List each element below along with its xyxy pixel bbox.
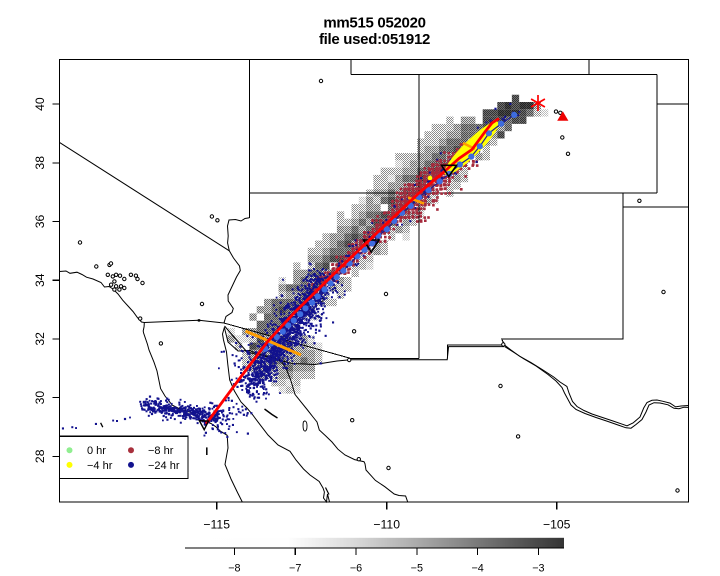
svg-text:−115: −115 [203,517,230,531]
svg-text:36: 36 [33,215,47,229]
svg-text:−8: −8 [228,563,240,575]
svg-text:−24 hr: −24 hr [148,460,180,472]
svg-text:−8 hr: −8 hr [148,445,174,457]
svg-text:−4: −4 [471,563,483,575]
svg-text:0 hr: 0 hr [87,445,106,457]
svg-text:file used:051912: file used:051912 [319,31,430,48]
svg-text:−110: −110 [373,517,400,531]
svg-text:−3: −3 [532,563,544,575]
svg-text:−105: −105 [543,517,571,531]
svg-text:mm515 052020: mm515 052020 [323,15,425,32]
svg-text:38: 38 [33,156,47,170]
svg-text:−4 hr: −4 hr [87,460,113,472]
svg-text:32: 32 [33,332,47,346]
svg-text:−5: −5 [411,563,423,575]
svg-text:34: 34 [33,273,47,287]
svg-text:30: 30 [33,391,47,405]
svg-text:−6: −6 [350,563,362,575]
svg-text:−7: −7 [289,563,301,575]
svg-text:40: 40 [33,97,47,111]
svg-text:28: 28 [33,449,47,463]
